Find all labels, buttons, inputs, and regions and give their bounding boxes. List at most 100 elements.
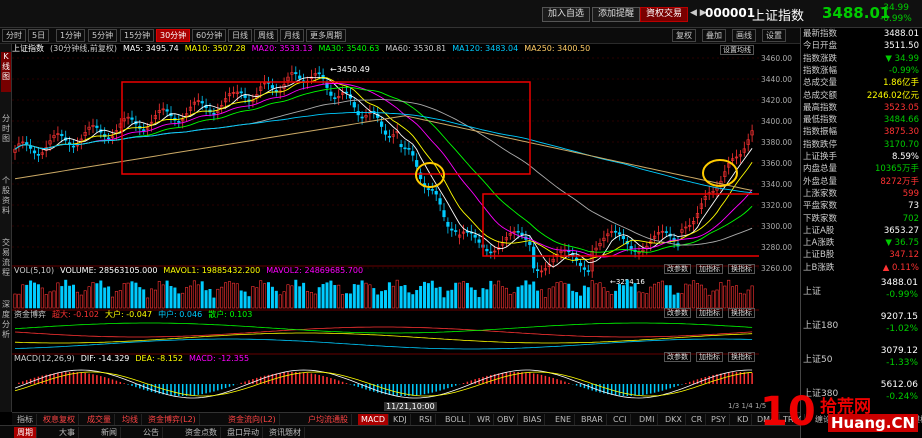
quote-label: 上B涨跌	[803, 262, 835, 273]
candle-body	[107, 137, 111, 140]
volume-bar	[196, 284, 200, 309]
candle-body	[738, 154, 742, 157]
candle-body	[216, 110, 220, 113]
info-tab-4[interactable]: 资金点数	[182, 427, 221, 438]
candle-body	[641, 249, 645, 252]
indicator-tab-0[interactable]: 指标	[14, 414, 37, 425]
indicator-tab-6[interactable]: 户均流通股	[305, 414, 352, 425]
volume-bar	[263, 283, 267, 309]
period-4[interactable]: 15分钟	[120, 29, 155, 42]
indicator-tab-11[interactable]: WR	[474, 414, 495, 425]
quote-row: 上证换手 8.59%	[801, 151, 922, 163]
indicator-tab-15[interactable]: BRAR	[578, 414, 607, 425]
candle-body	[598, 243, 602, 247]
volume-bar	[481, 288, 485, 309]
indicator-tab-20[interactable]: PSY	[708, 414, 730, 425]
candle-body	[559, 250, 563, 253]
indicator-tab-10[interactable]: BOLL	[442, 414, 470, 425]
left-tab-4[interactable]: 深度分析	[2, 300, 10, 339]
panel-2-btn-2[interactable]: 换指标	[728, 352, 755, 362]
panel-1-btn-1[interactable]: 加指标	[696, 308, 723, 318]
indicator-tab-5[interactable]: 资金流向(L2)	[225, 414, 280, 425]
ma-settings-button[interactable]: 设置均线	[720, 45, 754, 55]
panel-0-btn-0[interactable]: 改参数	[664, 264, 691, 274]
info-tab-6[interactable]: 资讯题材	[266, 427, 305, 438]
panel-0-btn-1[interactable]: 加指标	[696, 264, 723, 274]
indicator-tab-14[interactable]: ENE	[552, 414, 576, 425]
period-9[interactable]: 月线	[280, 29, 304, 42]
indicator-tab-23[interactable]: TRIX	[780, 414, 806, 425]
left-tab-1[interactable]: 分时图	[2, 114, 10, 143]
indicator-tab-13[interactable]: BIAS	[520, 414, 546, 425]
volume-bar	[317, 287, 321, 309]
volume-bar	[298, 286, 302, 309]
panel-1-btn-2[interactable]: 换指标	[728, 308, 755, 318]
indicator-tab-19[interactable]: CR	[688, 414, 707, 425]
period-2[interactable]: 1分钟	[56, 29, 86, 42]
left-tab-2[interactable]: 个股资料	[2, 176, 10, 215]
add-alert-button[interactable]: 添加提醒	[592, 7, 641, 22]
indicator-tab-22[interactable]: DMA	[754, 414, 780, 425]
volume-bar	[465, 282, 469, 309]
info-tab-2[interactable]: 新闻	[98, 427, 121, 438]
info-tabs: 周期 大事 新闻 公告 资金点数 盘口异动 资讯题材	[0, 425, 800, 438]
panel-2-btn-0[interactable]: 改参数	[664, 352, 691, 362]
candle-body	[602, 237, 606, 241]
panel-2-btn-1[interactable]: 加指标	[696, 352, 723, 362]
info-tab-0[interactable]: 周期	[14, 427, 37, 438]
panel-0-btn-2[interactable]: 换指标	[728, 264, 755, 274]
tool-3[interactable]: 设置	[762, 29, 786, 42]
prev-stock-icon[interactable]: ◀ ▶	[690, 8, 707, 18]
indicator-tab-12[interactable]: OBV	[494, 414, 519, 425]
indicator-tab-8[interactable]: KDJ	[390, 414, 411, 425]
candle-body	[489, 251, 493, 254]
ma30-line	[14, 86, 753, 253]
volume-bar	[212, 297, 216, 309]
period-6[interactable]: 60分钟	[192, 29, 227, 42]
indicator-tab-1[interactable]: 权息复权	[40, 414, 79, 425]
volume-bar	[274, 290, 278, 309]
indicator-tab-7[interactable]: MACD	[358, 414, 389, 425]
tool-1[interactable]: 叠加	[702, 29, 726, 42]
volume-bar	[477, 297, 481, 309]
volume-bar	[684, 283, 688, 309]
volume-bar	[91, 282, 95, 309]
volume-bar	[422, 281, 426, 309]
flow-small: 散户: 0.103	[208, 310, 253, 319]
period-1[interactable]: 5日	[28, 29, 50, 42]
info-tab-5[interactable]: 盘口异动	[224, 427, 263, 438]
info-tab-3[interactable]: 公告	[140, 427, 163, 438]
quote-label: 最新指数	[803, 29, 838, 39]
candle-body	[87, 126, 91, 130]
left-tab-3[interactable]: 交易流程	[2, 238, 10, 277]
panel-1-btn-0[interactable]: 改参数	[664, 308, 691, 318]
candle-body	[473, 234, 477, 238]
price-tick: 3260.00	[761, 264, 793, 273]
period-8[interactable]: 周线	[254, 29, 278, 42]
indicator-tab-17[interactable]: DMI	[636, 414, 659, 425]
volume-bar	[719, 282, 723, 309]
indicator-tabs: 指标 权息复权 成交量 均线 资金博弈(L2) 资金流向(L2) 户均流通股 MACD KDJ R…	[12, 412, 922, 425]
tool-2[interactable]: 画线	[732, 29, 756, 42]
candle-body	[477, 239, 481, 243]
period-5[interactable]: 30分钟	[156, 29, 191, 42]
period-3[interactable]: 5分钟	[88, 29, 118, 42]
ma30-value: MA30: 3540.63	[318, 44, 380, 53]
period-10[interactable]: 更多周期	[306, 29, 346, 42]
candle-body	[344, 91, 349, 94]
tool-0[interactable]: 复权	[672, 29, 696, 42]
indicator-tab-9[interactable]: RSI	[416, 414, 436, 425]
indicator-tab-18[interactable]: DKX	[662, 414, 686, 425]
indicator-tab-16[interactable]: CCI	[610, 414, 631, 425]
period-0[interactable]: 分时	[2, 29, 26, 42]
indicator-tab-4[interactable]: 资金博弈(L2)	[145, 414, 200, 425]
info-tab-1[interactable]: 大事	[56, 427, 79, 438]
indicator-tab-3[interactable]: 均线	[119, 414, 142, 425]
indicator-tab-2[interactable]: 成交量	[84, 414, 115, 425]
left-tab-0[interactable]: K线图	[1, 52, 11, 92]
volume-bar	[228, 281, 232, 309]
indicator-tab-21[interactable]: KD	[734, 414, 753, 425]
trade-button[interactable]: 資权交易	[640, 7, 689, 22]
add-watchlist-button[interactable]: 加入自选	[542, 7, 591, 22]
period-7[interactable]: 日线	[228, 29, 252, 42]
